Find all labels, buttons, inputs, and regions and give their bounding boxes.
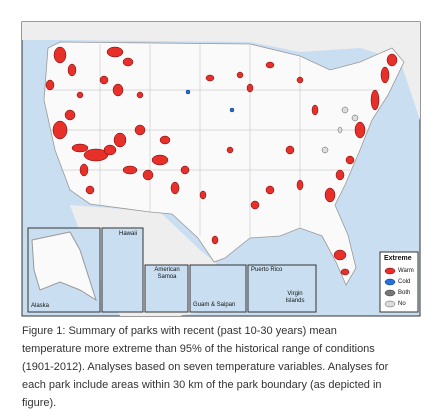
alaska-land (31, 231, 97, 302)
park-marker (185, 89, 191, 95)
park-marker (67, 63, 77, 77)
caption-line: (1901-2012). Analyses based on seven tem… (22, 361, 389, 373)
park-marker (311, 104, 319, 116)
map (21, 21, 421, 317)
inset-hawaii (101, 227, 144, 313)
park-marker (335, 169, 345, 181)
legend-label: No (398, 301, 406, 307)
park-marker (250, 200, 260, 210)
inset-label: Hawaii (119, 231, 138, 237)
legend-swatch (384, 267, 396, 275)
park-marker (370, 89, 380, 111)
park-marker (211, 235, 219, 245)
park-marker (134, 124, 146, 136)
park-marker (341, 106, 349, 114)
park-marker (151, 154, 169, 166)
park-marker (170, 181, 180, 195)
legend-swatch (384, 278, 396, 286)
park-marker (122, 57, 134, 67)
legend-title: Extreme (384, 255, 412, 262)
park-marker (76, 91, 84, 99)
inset-samoa (144, 264, 189, 313)
park-marker (333, 249, 347, 261)
park-marker (246, 83, 254, 93)
park-marker (321, 146, 329, 154)
park-marker (71, 143, 89, 153)
park-marker (53, 46, 67, 64)
park-marker (296, 179, 304, 191)
park-marker (99, 75, 109, 85)
park-marker (354, 121, 366, 139)
park-marker (285, 145, 295, 155)
park-marker (159, 135, 171, 145)
park-marker (83, 148, 109, 162)
legend-label: Warm (398, 268, 414, 274)
park-marker (45, 79, 55, 91)
park-marker (265, 61, 275, 69)
caption-line: temperature more extreme than 95% of the… (22, 343, 375, 355)
caption-line: Figure 1: Summary of parks with recent (… (22, 325, 337, 337)
park-marker (106, 46, 124, 58)
inset-label: American Samoa (154, 267, 180, 280)
inset-label: Guam & Saipan (193, 302, 236, 308)
park-marker (345, 155, 355, 165)
inset-label: Puerto Rico (251, 267, 283, 273)
park-marker (337, 126, 343, 134)
park-marker (85, 185, 95, 195)
park-marker (113, 132, 127, 148)
park-marker (180, 165, 190, 175)
park-marker (324, 187, 336, 203)
park-marker (296, 76, 304, 84)
inset-label: Virgin Islands (285, 291, 305, 304)
caption-line: each park include areas within 30 km of … (22, 379, 382, 391)
park-marker (103, 144, 117, 156)
park-marker (199, 190, 207, 200)
legend-label: Both (398, 290, 411, 296)
park-marker (226, 146, 234, 154)
legend-label: Cold (398, 279, 411, 285)
park-marker (52, 120, 68, 140)
park-marker (122, 165, 138, 175)
park-marker (386, 53, 398, 67)
park-marker (64, 109, 76, 121)
park-marker (112, 83, 124, 97)
caption: Figure 1: Summary of parks with recent (… (22, 322, 432, 412)
legend-swatch (384, 300, 396, 308)
inset-guam (189, 264, 247, 313)
inset-puerto-rico (247, 264, 317, 313)
inset-label: Alaska (31, 303, 50, 309)
park-marker (79, 163, 89, 177)
park-marker (340, 268, 350, 276)
park-marker (142, 169, 154, 181)
legend-swatch (384, 289, 396, 297)
park-marker (205, 74, 215, 82)
state-borders (45, 44, 380, 238)
park-marker (265, 185, 275, 195)
park-marker (351, 114, 359, 122)
park-marker (229, 107, 235, 113)
park-marker (236, 71, 244, 79)
caption-line: figure). (22, 397, 57, 409)
canada (22, 22, 420, 120)
park-marker (380, 66, 390, 84)
park-marker (136, 91, 144, 99)
